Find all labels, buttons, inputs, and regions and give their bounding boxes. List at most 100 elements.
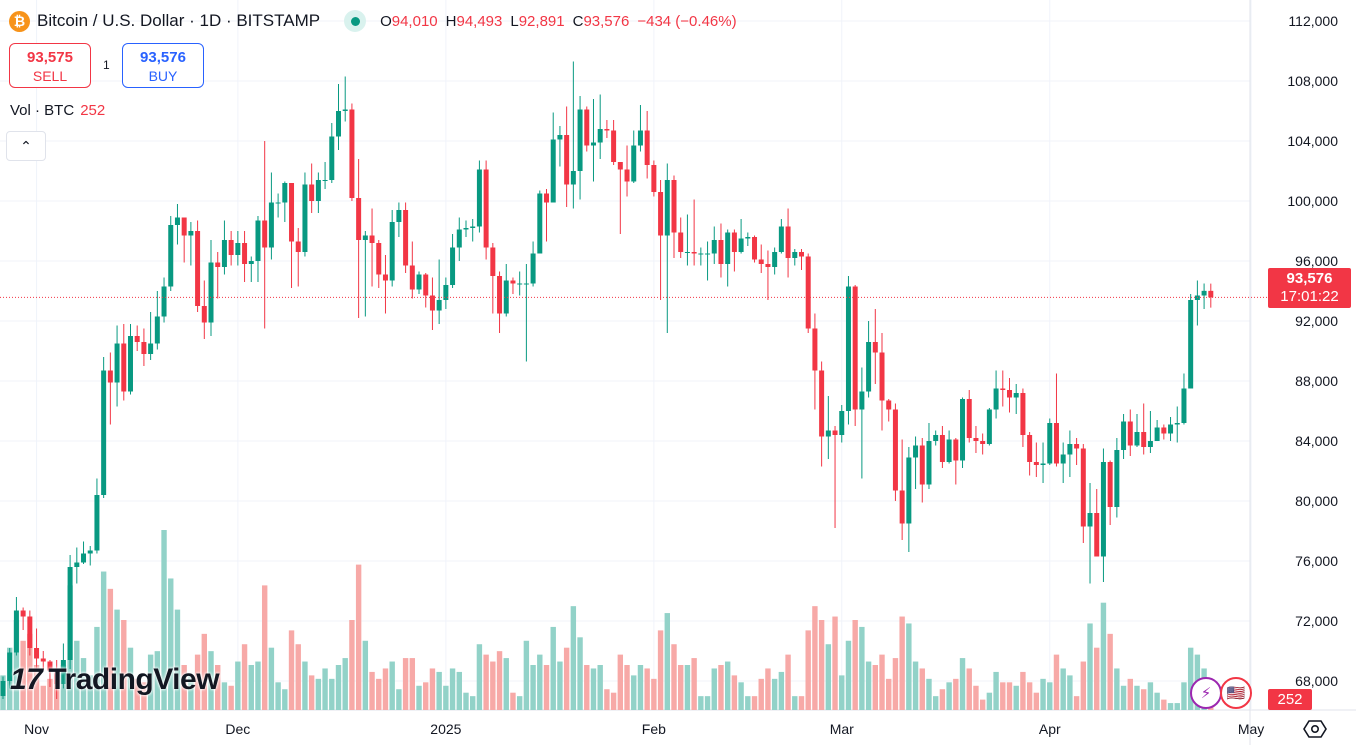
volume-bar <box>342 658 348 710</box>
volume-bar <box>1100 602 1107 710</box>
sell-label: SELL <box>32 68 68 84</box>
candle-body <box>87 550 93 554</box>
sell-button[interactable]: 93,575 SELL <box>9 43 91 88</box>
buy-price: 93,576 <box>140 49 186 66</box>
candle-body <box>309 184 315 201</box>
volume-bar <box>698 696 704 710</box>
candle-body <box>1154 427 1160 441</box>
volume-bar <box>503 658 509 710</box>
volume-bar <box>208 651 214 710</box>
candle-body <box>986 409 992 444</box>
settings-hexagon-icon[interactable] <box>1303 717 1327 741</box>
price-tick-label: 112,000 <box>1288 13 1338 29</box>
volume-legend-label: Vol · BTC <box>10 102 75 119</box>
volume-bar <box>684 665 691 710</box>
candle-body <box>295 241 301 252</box>
volume-bar <box>396 689 402 710</box>
candle-body <box>54 670 60 684</box>
price-tick-label: 76,000 <box>1295 553 1338 569</box>
candle-body <box>101 370 107 495</box>
time-tick-label: Apr <box>1039 721 1061 737</box>
volume-bar <box>778 671 785 710</box>
volume-bar <box>47 678 53 710</box>
candle-body <box>852 286 858 410</box>
candle-body <box>805 256 811 329</box>
candle-body <box>497 276 503 314</box>
volume-bar <box>966 668 972 710</box>
volume-bar <box>825 644 832 710</box>
volume-bar <box>979 699 986 710</box>
volume-bar <box>369 671 375 710</box>
volume-bar <box>691 658 697 710</box>
collapse-legend-button[interactable]: ⌃ <box>6 131 46 161</box>
candles <box>0 61 1214 699</box>
candle-body <box>275 202 281 204</box>
volume-bar <box>201 633 207 710</box>
candle-body <box>684 252 690 253</box>
open-value: 94,010 <box>391 12 438 30</box>
volume-bar <box>738 682 744 710</box>
volume-bar <box>932 696 939 710</box>
volume-bar <box>516 696 523 710</box>
candle-body <box>1114 450 1120 507</box>
volume-bar <box>288 630 295 710</box>
volume-bar <box>865 661 872 710</box>
price-tick-label: 88,000 <box>1295 373 1338 389</box>
volume-bar <box>906 623 912 710</box>
candle-body <box>376 243 382 275</box>
volume-legend[interactable]: Vol · BTC 252 <box>10 102 105 119</box>
bar-countdown: 17:01:22 <box>1280 288 1339 305</box>
volume-bar <box>745 696 751 710</box>
candle-body <box>812 328 818 371</box>
candle-body <box>315 180 321 201</box>
volume-bar <box>631 675 637 710</box>
price-axis[interactable]: 112,000 108,000 104,000 100,000 96,000 92,000… <box>1287 13 1338 689</box>
candle-body <box>94 495 100 551</box>
tradingview-logo[interactable]: 17 TradingView <box>10 663 220 697</box>
volume-bar <box>644 668 650 710</box>
candle-body <box>242 243 248 264</box>
volume-bar <box>194 654 201 710</box>
volume-bar <box>563 647 570 710</box>
volume-bar <box>228 685 234 710</box>
price-tick-label: 80,000 <box>1295 493 1338 509</box>
candle-body <box>423 274 429 296</box>
candle-body <box>1174 423 1180 425</box>
candle-body <box>772 252 778 267</box>
time-axis[interactable]: Nov Dec 2025 Feb Mar Apr May <box>24 721 1264 737</box>
volume-bar <box>1060 668 1066 710</box>
candle-body <box>1188 300 1194 389</box>
time-tick-label: 2025 <box>430 721 461 737</box>
volume-bar <box>416 685 422 710</box>
buy-button[interactable]: 93,576 BUY <box>122 43 204 88</box>
candle-body <box>174 217 180 225</box>
volume-bar <box>953 678 959 710</box>
volume-bar <box>1053 654 1060 710</box>
candle-body <box>34 648 40 659</box>
volume-bar <box>127 647 134 710</box>
volume-bar <box>168 578 174 710</box>
volume-bar <box>87 675 93 710</box>
candle-body <box>255 220 261 261</box>
ohlc-values: O94,010 H94,493 L92,891 C93,576 −434 (−0… <box>380 13 737 30</box>
candle-body <box>933 435 939 441</box>
candle-body <box>322 180 328 181</box>
price-tick-label: 92,000 <box>1295 313 1338 329</box>
candle-body <box>362 235 368 240</box>
volume-bar <box>852 620 858 710</box>
volume-bar <box>355 564 362 710</box>
volume-bar <box>973 685 979 710</box>
candle-body <box>1053 423 1059 464</box>
close-label: C <box>572 12 584 30</box>
candle-body <box>1020 393 1026 435</box>
us-flag-event-icon[interactable]: 🇺🇸 <box>1220 677 1252 709</box>
lightning-ai-icon[interactable]: ⚡ <box>1190 677 1222 709</box>
volume-bar <box>349 620 355 710</box>
volume-bar <box>1026 682 1033 710</box>
price-tick-label: 84,000 <box>1295 433 1338 449</box>
volume-bar <box>718 665 724 710</box>
volume-bar <box>463 692 469 710</box>
volume-bar <box>1147 682 1154 710</box>
symbol-title[interactable]: Bitcoin / U.S. Dollar · 1D · BITSTAMP <box>37 11 321 30</box>
